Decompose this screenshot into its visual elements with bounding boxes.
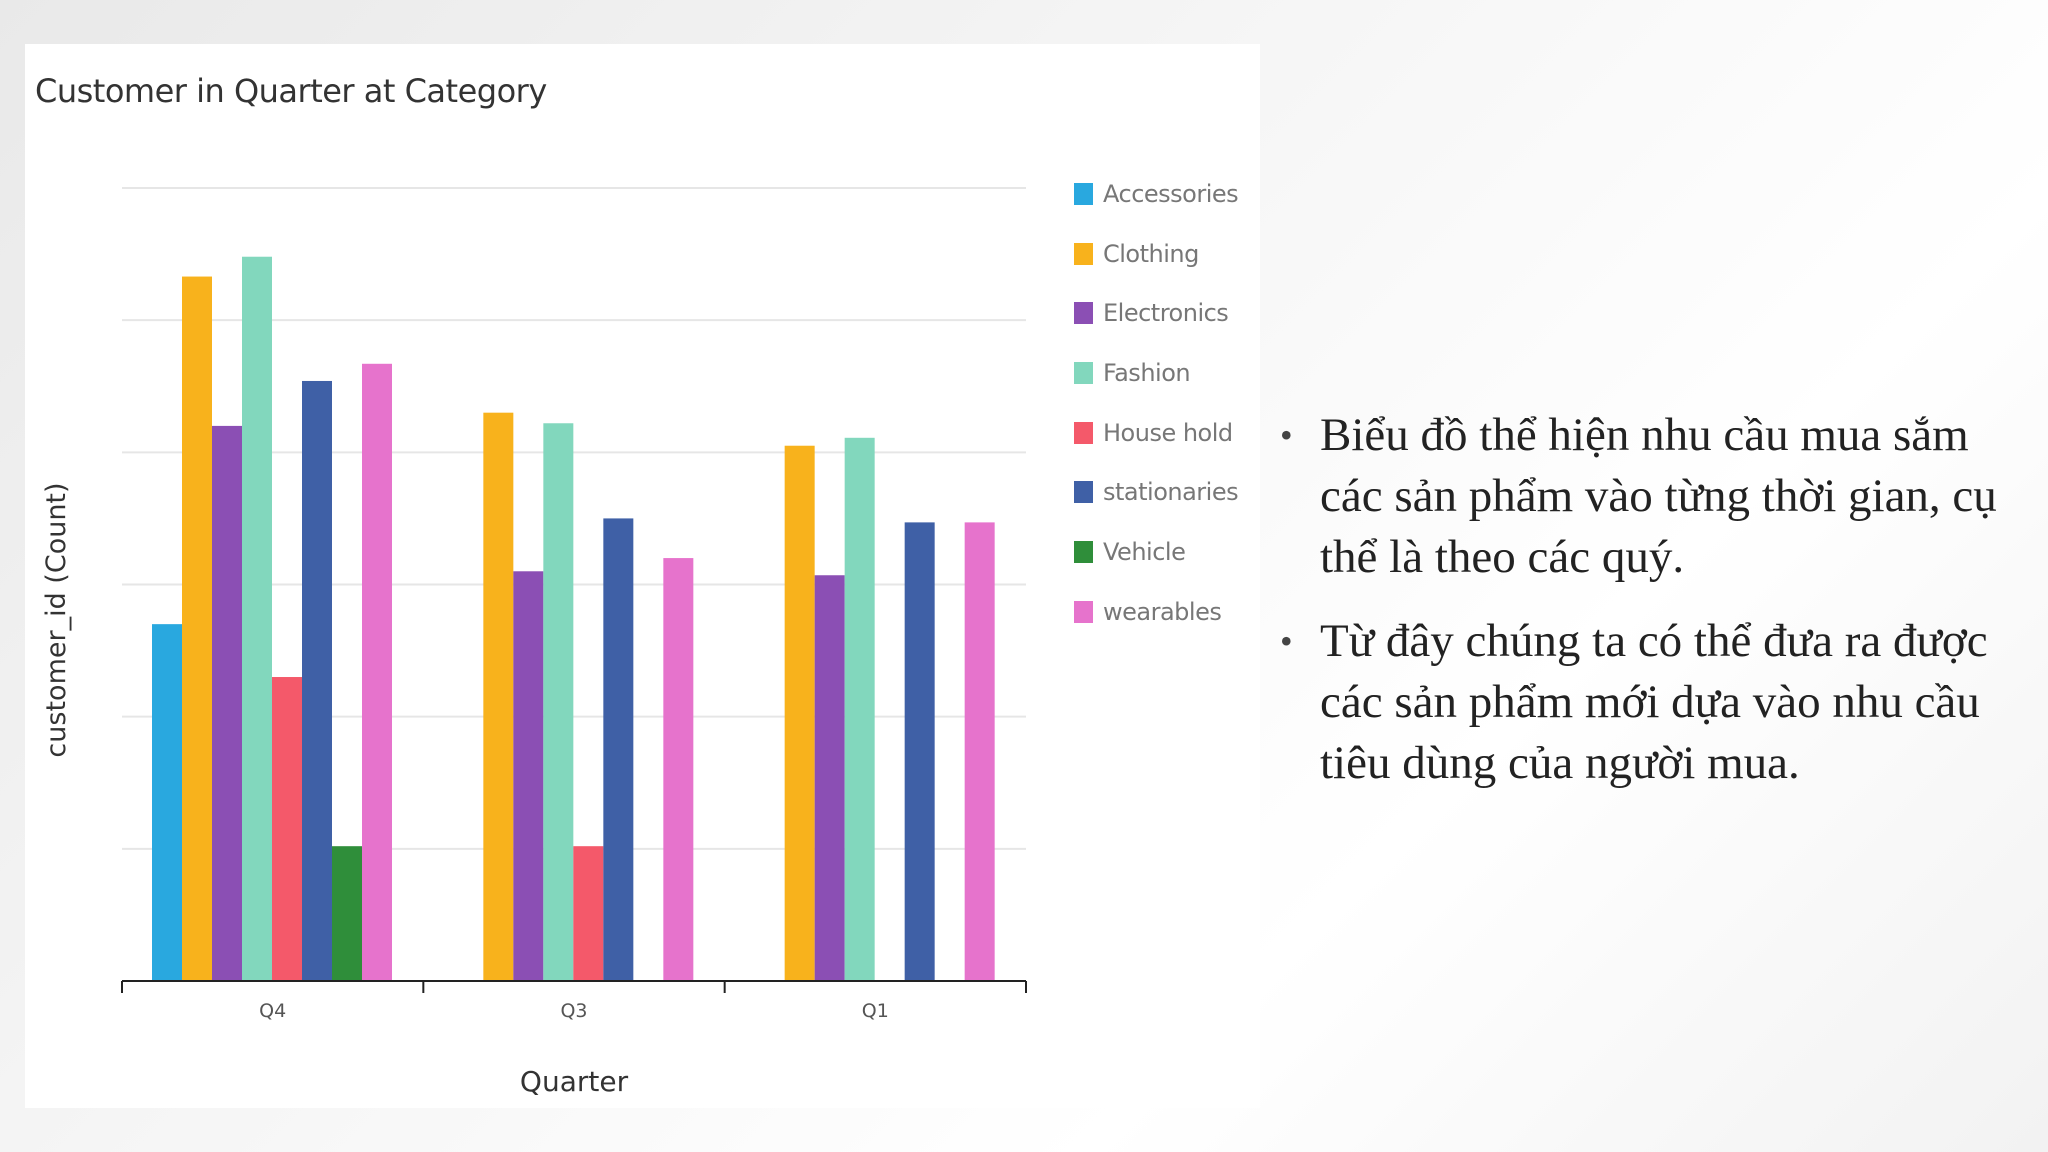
bar-stationaries-q3	[603, 518, 634, 981]
y-axis-label: customer_id (Count)	[41, 482, 72, 757]
legend-item-electronics[interactable]: Electronics	[1074, 283, 1264, 343]
legend-swatch	[1074, 242, 1093, 265]
legend-label: Electronics	[1103, 299, 1229, 328]
legend-label: stationaries	[1103, 478, 1239, 507]
x-tick-label-q1: Q1	[862, 1000, 889, 1022]
legend-label: Accessories	[1103, 179, 1239, 208]
legend-item-wearables[interactable]: wearables	[1074, 582, 1264, 642]
chart-title: Customer in Quarter at Category	[35, 72, 547, 110]
bar-wearables-q1	[964, 522, 995, 981]
bar-electronics-q3	[513, 571, 544, 981]
chart-panel: Customer in Quarter at Category Q4 Q3 Q1 Qu…	[25, 44, 1260, 1108]
x-tick-label-q4: Q4	[259, 1000, 286, 1022]
legend-label: wearables	[1103, 597, 1222, 626]
bar-electronics-q4	[212, 425, 242, 981]
bar-fashion-q1	[844, 437, 875, 981]
bar-vehicle-q4	[332, 846, 362, 981]
legend-swatch	[1074, 540, 1093, 563]
legend-swatch	[1074, 421, 1093, 444]
bar-fashion-q4	[242, 256, 272, 981]
bullet-dot-icon: •	[1280, 415, 1293, 455]
bar-fashion-q3	[543, 423, 574, 981]
bar-house-hold-q3	[573, 846, 604, 981]
legend-swatch	[1074, 600, 1093, 623]
bullet-text: Từ đây chúng ta có thể đưa ra được các s…	[1320, 615, 1988, 789]
legend-swatch	[1074, 361, 1093, 384]
legend-label: Clothing	[1103, 239, 1199, 268]
bar-wearables-q3	[663, 558, 694, 981]
bullet-text: Biểu đồ thể hiện nhu cầu mua sắm các sản…	[1320, 409, 1997, 583]
bar-clothing-q3	[483, 412, 514, 981]
x-tick-label-q3: Q3	[560, 1000, 587, 1022]
bar-wearables-q4	[362, 363, 392, 981]
bar-stationaries-q1	[904, 522, 935, 981]
legend-item-accessories[interactable]: Accessories	[1074, 164, 1264, 224]
legend-item-fashion[interactable]: Fashion	[1074, 343, 1264, 403]
legend-item-house-hold[interactable]: House hold	[1074, 403, 1264, 463]
chart-legend: Accessories Clothing Electronics Fashion Hou…	[1074, 164, 1264, 642]
bar-electronics-q1	[814, 575, 845, 981]
slide-bullet-list: • Biểu đồ thể hiện nhu cầu mua sắm các sả…	[1280, 405, 2025, 817]
legend-label: Vehicle	[1103, 537, 1186, 566]
legend-swatch	[1074, 302, 1093, 325]
legend-swatch	[1074, 481, 1093, 504]
legend-item-clothing[interactable]: Clothing	[1074, 224, 1264, 284]
bullet-item: • Biểu đồ thể hiện nhu cầu mua sắm các sả…	[1280, 405, 2025, 588]
bar-chart: Q4 Q3 Q1 Quarter customer_id (Count)	[41, 187, 1027, 1098]
legend-label: House hold	[1103, 418, 1233, 447]
bar-clothing-q4	[182, 276, 212, 982]
bullet-item: • Từ đây chúng ta có thể đưa ra được các …	[1280, 611, 2025, 794]
legend-swatch	[1074, 182, 1093, 205]
legend-item-vehicle[interactable]: Vehicle	[1074, 522, 1264, 582]
bar-accessories-q4	[152, 624, 182, 981]
bullet-dot-icon: •	[1280, 621, 1293, 661]
bar-stationaries-q4	[302, 380, 332, 981]
legend-item-stationaries[interactable]: stationaries	[1074, 462, 1264, 522]
x-axis-label: Quarter	[520, 1065, 629, 1098]
bar-clothing-q1	[784, 445, 815, 982]
legend-label: Fashion	[1103, 358, 1191, 387]
bar-house-hold-q4	[272, 677, 302, 981]
